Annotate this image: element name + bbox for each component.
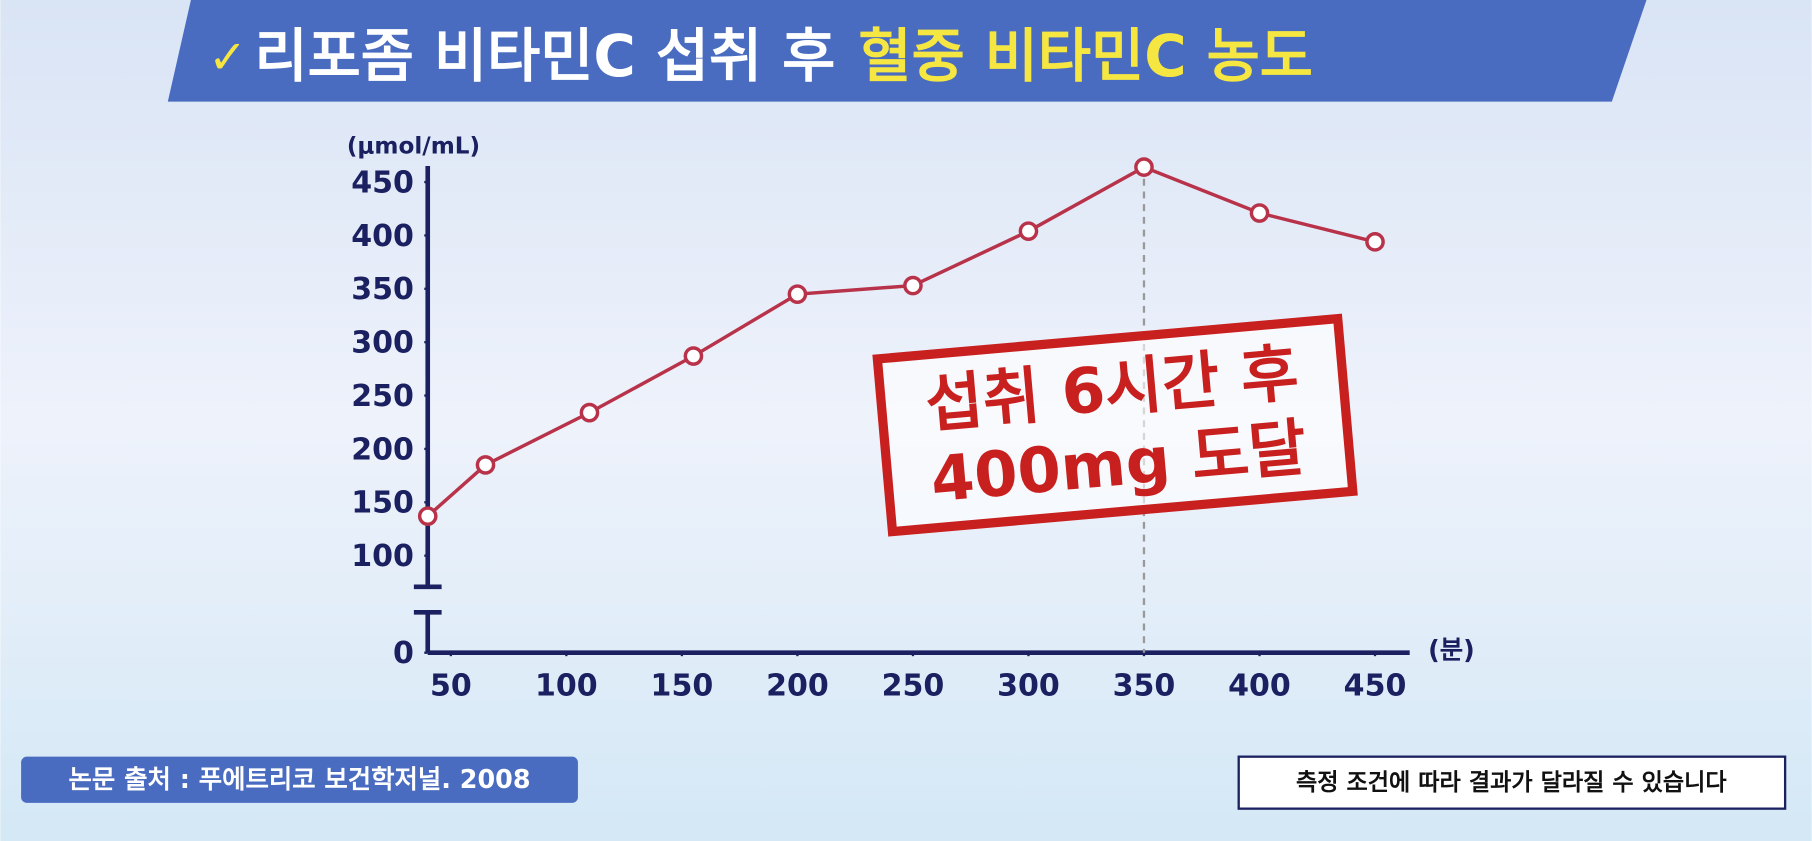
data-point <box>1365 232 1385 252</box>
source-box <box>21 756 578 803</box>
x-tick-label: 300 <box>997 668 1060 703</box>
data-point <box>787 284 808 304</box>
x-tick-label: 250 <box>882 668 945 703</box>
data-point <box>683 346 704 366</box>
y-tick-label: 450 <box>351 165 414 200</box>
title-highlight: 혈중 비타민C 농도 <box>858 22 1313 90</box>
annotation-frame <box>872 313 1358 537</box>
title-part: 리포좀 비타민C 섭취 후 <box>254 22 835 90</box>
x-tick-label: 400 <box>1228 668 1291 703</box>
y-tick-label: 150 <box>351 486 414 521</box>
x-tick-label: 100 <box>535 668 598 703</box>
y-tick-label: 0 <box>393 636 414 671</box>
x-tick-label: 450 <box>1344 668 1407 703</box>
data-point <box>903 275 923 296</box>
data-point <box>579 402 600 423</box>
chart-title: 리포좀 비타민C 섭취 후 혈중 비타민C 농도 <box>254 22 1312 90</box>
x-tick-label: 150 <box>651 668 714 703</box>
x-tick-label: 350 <box>1113 668 1176 703</box>
data-point <box>1134 157 1154 177</box>
x-tick-label: 50 <box>430 668 472 703</box>
disclaimer-box <box>1237 755 1787 810</box>
check-icon: ✓ <box>208 30 247 84</box>
title-banner <box>167 0 1647 102</box>
x-tick-label: 200 <box>766 668 829 703</box>
x-unit: (분) <box>1428 634 1475 664</box>
source: 논문 출처 : 푸에트리코 보건학저널. 2008 <box>69 764 531 794</box>
y-tick-label: 300 <box>351 326 414 361</box>
y-tick-label: 350 <box>351 272 414 307</box>
data-point <box>417 506 438 526</box>
y-tick-label: 250 <box>351 379 414 414</box>
y-tick-label: 100 <box>351 539 414 574</box>
y-tick-label: 400 <box>351 219 414 254</box>
y-unit: (μmol/mL) <box>347 134 480 160</box>
annotation-box: 섭취 6시간 후 400mg 도달 <box>872 313 1358 537</box>
data-point <box>1249 203 1270 223</box>
data-point <box>475 455 496 475</box>
data-point <box>1018 221 1039 241</box>
y-tick-label: 200 <box>351 432 414 467</box>
disclaimer: 측정 조건에 따라 결과가 달라질 수 있습니다 <box>1296 770 1727 796</box>
data-line <box>426 165 1376 518</box>
